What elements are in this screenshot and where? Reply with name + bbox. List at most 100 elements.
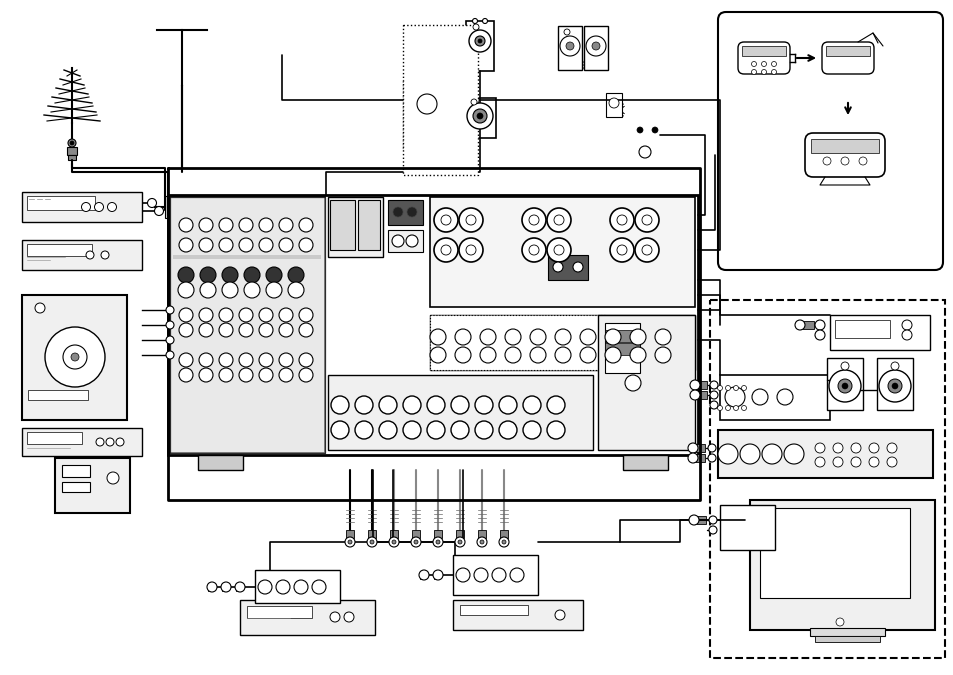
Circle shape: [740, 385, 745, 391]
Circle shape: [298, 238, 313, 252]
Bar: [456, 530, 463, 538]
Bar: [720, 375, 829, 420]
Circle shape: [45, 327, 105, 387]
Bar: [27, 196, 95, 210]
Circle shape: [832, 457, 842, 467]
Circle shape: [402, 396, 420, 414]
Circle shape: [434, 238, 457, 262]
Bar: [247, 606, 312, 618]
Circle shape: [116, 438, 124, 446]
Circle shape: [219, 218, 233, 232]
Circle shape: [166, 306, 173, 314]
Circle shape: [258, 353, 273, 367]
Circle shape: [378, 396, 396, 414]
Circle shape: [71, 353, 79, 361]
Bar: [254, 570, 339, 603]
Circle shape: [475, 421, 493, 439]
Bar: [604, 343, 639, 355]
Circle shape: [179, 308, 193, 322]
Circle shape: [563, 29, 569, 35]
Circle shape: [166, 321, 173, 329]
Bar: [412, 530, 419, 538]
Circle shape: [239, 353, 253, 367]
Circle shape: [200, 267, 215, 283]
Circle shape: [239, 323, 253, 337]
Circle shape: [901, 320, 911, 330]
Circle shape: [330, 612, 339, 622]
Circle shape: [708, 516, 717, 524]
Circle shape: [608, 98, 618, 108]
Bar: [390, 530, 397, 538]
Circle shape: [70, 141, 74, 145]
Circle shape: [629, 329, 645, 345]
Circle shape: [473, 24, 478, 30]
Bar: [172, 255, 320, 259]
Circle shape: [837, 379, 851, 393]
Circle shape: [783, 444, 803, 464]
Bar: [27, 244, 91, 256]
Circle shape: [411, 537, 420, 547]
Circle shape: [434, 208, 457, 232]
Bar: [834, 320, 889, 338]
Circle shape: [106, 438, 113, 446]
Circle shape: [546, 396, 564, 414]
Circle shape: [771, 61, 776, 67]
Circle shape: [35, 303, 45, 313]
Circle shape: [504, 329, 520, 345]
Bar: [604, 323, 639, 373]
Circle shape: [635, 208, 659, 232]
Circle shape: [751, 70, 756, 74]
Circle shape: [166, 336, 173, 344]
Circle shape: [890, 362, 898, 370]
Bar: [165, 196, 180, 218]
Circle shape: [258, 368, 273, 382]
Bar: [695, 391, 706, 399]
Circle shape: [455, 537, 464, 547]
Circle shape: [266, 282, 282, 298]
Circle shape: [378, 421, 396, 439]
Bar: [67, 147, 77, 155]
Circle shape: [629, 347, 645, 363]
Circle shape: [751, 389, 767, 405]
Bar: [605, 93, 621, 117]
Circle shape: [244, 282, 260, 298]
Circle shape: [239, 238, 253, 252]
Circle shape: [107, 472, 119, 484]
Circle shape: [479, 540, 483, 544]
Circle shape: [178, 267, 193, 283]
Circle shape: [219, 368, 233, 382]
Circle shape: [430, 347, 446, 363]
Circle shape: [498, 537, 509, 547]
Circle shape: [689, 380, 700, 390]
Circle shape: [724, 387, 744, 407]
Circle shape: [651, 127, 658, 133]
Circle shape: [501, 540, 505, 544]
Circle shape: [427, 396, 444, 414]
Circle shape: [222, 282, 237, 298]
Circle shape: [331, 396, 349, 414]
Bar: [499, 530, 507, 538]
Circle shape: [760, 70, 765, 74]
Circle shape: [294, 580, 308, 594]
Circle shape: [355, 421, 373, 439]
Circle shape: [477, 39, 481, 43]
Circle shape: [707, 444, 716, 452]
Circle shape: [389, 537, 398, 547]
Bar: [62, 482, 90, 492]
Bar: [434, 530, 441, 538]
Bar: [198, 455, 243, 470]
Circle shape: [179, 368, 193, 382]
Bar: [168, 195, 698, 455]
Circle shape: [498, 396, 517, 414]
Circle shape: [154, 207, 163, 215]
Bar: [22, 192, 142, 222]
Circle shape: [850, 457, 861, 467]
Circle shape: [476, 113, 482, 119]
Bar: [235, 583, 240, 591]
Circle shape: [689, 390, 700, 400]
Bar: [453, 555, 537, 595]
Bar: [22, 240, 142, 270]
Bar: [692, 454, 704, 462]
Circle shape: [617, 215, 626, 225]
Circle shape: [179, 353, 193, 367]
